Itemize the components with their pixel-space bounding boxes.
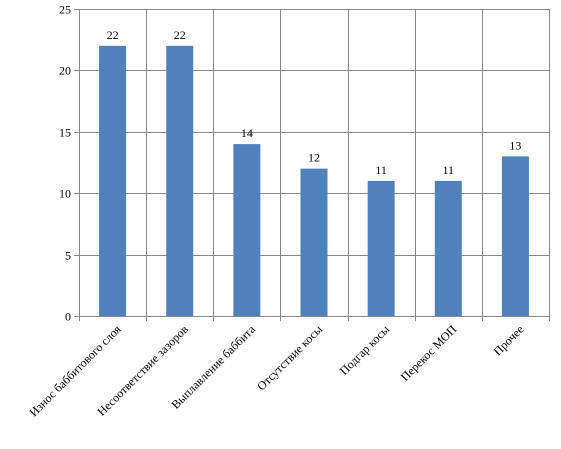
y-tick-label: 20 — [59, 64, 71, 78]
y-tick-label: 15 — [59, 126, 71, 140]
data-label: 22 — [174, 28, 186, 42]
x-category-label: Подгар косы — [337, 322, 393, 378]
y-tick-label: 0 — [65, 310, 71, 324]
x-category-label: Перекос МОП — [398, 322, 460, 384]
bar — [367, 180, 395, 316]
bar — [233, 144, 261, 316]
y-tick-label: 25 — [59, 3, 71, 17]
x-category-label: Прочее — [490, 322, 526, 358]
data-label: 11 — [375, 163, 387, 177]
bar — [434, 180, 462, 316]
bar — [300, 168, 328, 316]
bar — [501, 156, 529, 316]
bar — [166, 45, 194, 317]
bar — [99, 45, 127, 317]
data-label: 13 — [509, 138, 521, 152]
data-label: 22 — [107, 28, 119, 42]
x-category-label: Отсутствие косы — [254, 322, 325, 393]
y-tick-label: 10 — [59, 187, 71, 201]
data-label: 14 — [241, 126, 253, 140]
y-tick-label: 5 — [65, 249, 71, 263]
data-label: 12 — [308, 151, 320, 165]
data-label: 11 — [443, 163, 455, 177]
